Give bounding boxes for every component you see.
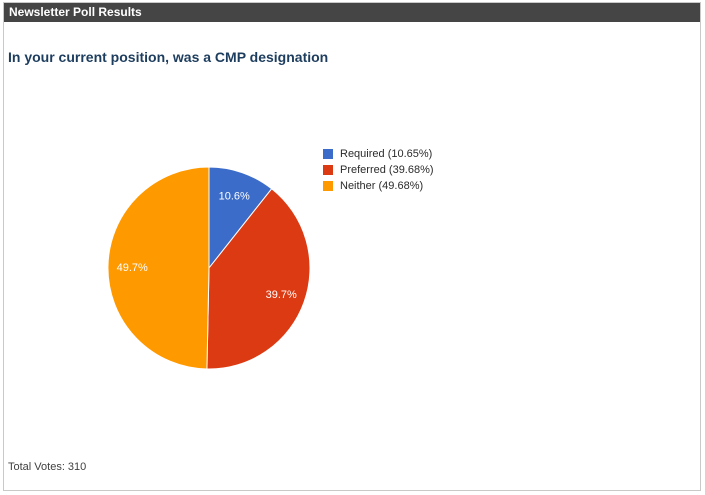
panel-titlebar: Newsletter Poll Results — [4, 3, 700, 22]
poll-results-panel: Newsletter Poll Results In your current … — [3, 2, 701, 491]
panel-title: Newsletter Poll Results — [9, 5, 142, 19]
pie-chart: 10.6% 39.7% 49.7% — [107, 166, 311, 370]
pie-slice-label-required: 10.6% — [219, 191, 250, 203]
pie-slice-preferred[interactable] — [206, 188, 311, 370]
pie-slice-neither[interactable] — [107, 166, 210, 370]
chart-legend: Required (10.65%) Preferred (39.68%) Nei… — [323, 146, 434, 194]
legend-label-neither: Neither (49.68%) — [340, 180, 424, 192]
pie-slice-required[interactable] — [208, 166, 273, 270]
total-votes: Total Votes: 310 — [8, 461, 87, 473]
poll-question-title: In your current position, was a CMP desi… — [8, 49, 329, 65]
pie-slice-label-neither: 49.7% — [117, 262, 148, 274]
legend-item-preferred[interactable]: Preferred (39.68%) — [323, 162, 434, 178]
legend-item-required[interactable]: Required (10.65%) — [323, 146, 434, 162]
legend-label-required: Required (10.65%) — [340, 148, 433, 160]
legend-label-preferred: Preferred (39.68%) — [340, 164, 434, 176]
pie-slice-label-preferred: 39.7% — [266, 289, 297, 301]
legend-swatch-neither — [323, 181, 333, 191]
legend-swatch-preferred — [323, 165, 333, 175]
legend-item-neither[interactable]: Neither (49.68%) — [323, 178, 434, 194]
legend-swatch-required — [323, 149, 333, 159]
